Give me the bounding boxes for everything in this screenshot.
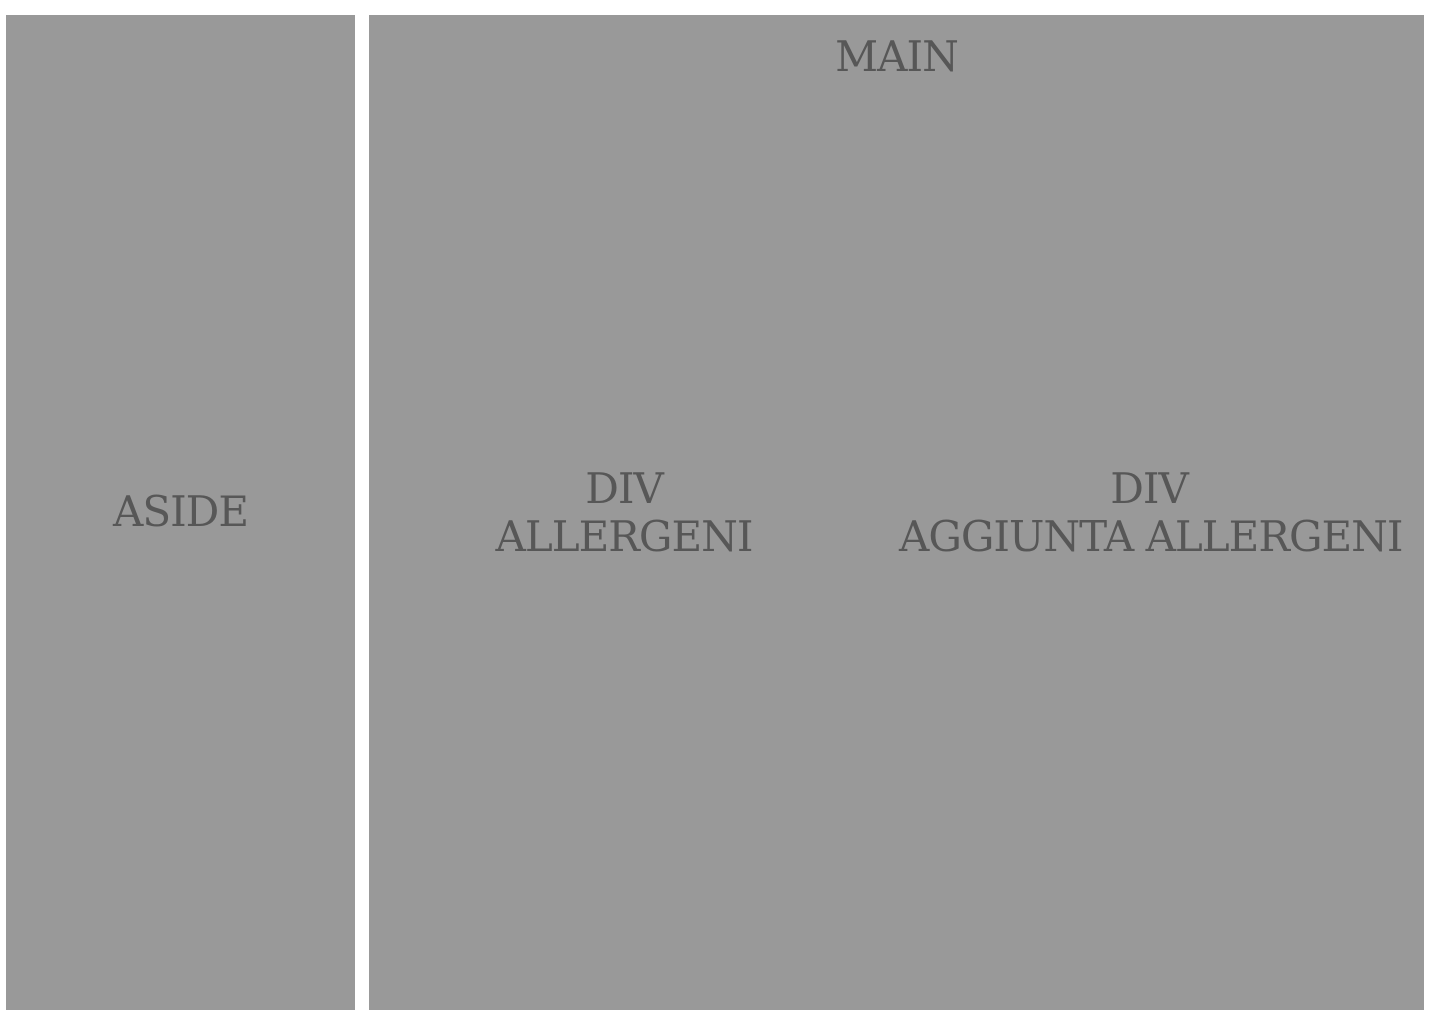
- div-allergeni-line2: ALLERGENI: [495, 512, 754, 561]
- main-panel: MAIN DIV ALLERGENI DIV AGGIUNTA ALLERGEN…: [369, 15, 1424, 1010]
- div-aggiunta-allergeni-block: DIV AGGIUNTA ALLERGENI: [899, 464, 1404, 561]
- aside-label: ASIDE: [112, 487, 249, 536]
- main-label: MAIN: [835, 32, 959, 81]
- div-allergeni-line1: DIV: [585, 464, 664, 513]
- aside-panel: ASIDE: [6, 15, 355, 1010]
- div-aggiunta-allergeni-line2: AGGIUNTA ALLERGENI: [899, 512, 1404, 561]
- div-aggiunta-allergeni-line1: DIV: [1110, 464, 1189, 513]
- div-allergeni-block: DIV ALLERGENI: [399, 465, 849, 561]
